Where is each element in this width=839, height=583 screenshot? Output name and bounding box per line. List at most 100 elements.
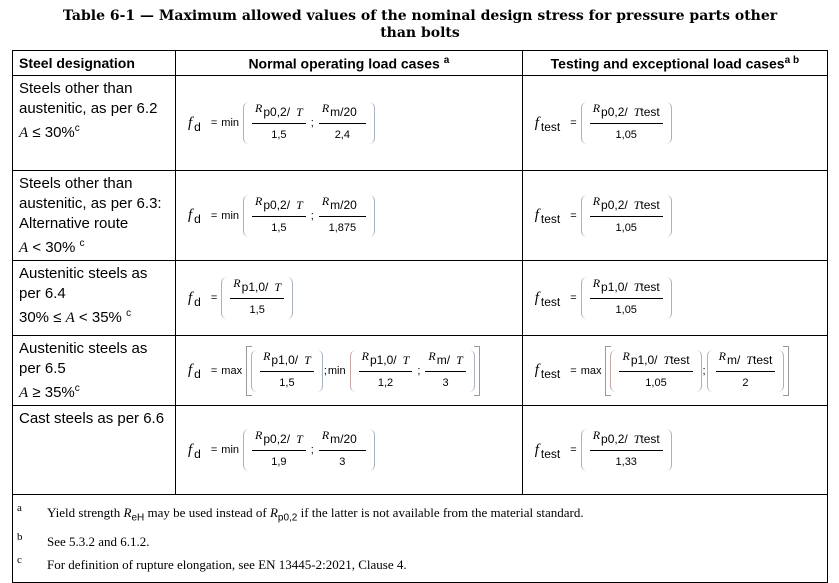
symbol-r: R: [255, 193, 263, 208]
subscript: p1,0/: [601, 280, 628, 294]
symbol-t: T: [663, 352, 671, 367]
equals-sign: =: [570, 209, 577, 222]
symbol-r: R: [123, 505, 132, 520]
symbol-f: f: [534, 362, 539, 378]
subscript: m/20: [330, 197, 357, 212]
formula-lhs: f test: [535, 115, 561, 134]
condition-prefix: 30% ≤: [19, 309, 66, 326]
subscript-test: test: [640, 280, 660, 294]
symbol-r: R: [255, 101, 263, 115]
denominator: 1,5: [249, 304, 265, 316]
header-normal-load: Normal operating load cases a: [175, 50, 523, 76]
separator: ;: [417, 364, 421, 377]
designation-line: Steels other than austenitic, as per 6.3…: [19, 175, 162, 212]
design-stress-table: Steel designation Normal operating load …: [12, 50, 829, 583]
symbol-a: A: [19, 125, 29, 141]
symbol-r: R: [428, 348, 436, 363]
subscript: test: [540, 294, 561, 309]
symbol-r: R: [592, 193, 601, 208]
footnote-ref: c: [74, 123, 80, 134]
symbol-t: T: [296, 432, 303, 446]
equals-sign: =: [210, 364, 218, 377]
symbol-f: f: [188, 114, 193, 131]
text: See 5.3.2 and 6.1.2.: [47, 533, 150, 549]
table-row: Steels other than austenitic, as per 6.2…: [12, 75, 829, 171]
denominator: 1,2: [377, 376, 394, 389]
symbol-t: T: [296, 105, 303, 119]
subscript-test: test: [640, 432, 660, 446]
subscript: p0,2/: [263, 432, 291, 446]
symbol-r: R: [321, 193, 330, 208]
subscript: p1,0/: [630, 352, 658, 367]
symbol-r: R: [263, 348, 271, 363]
symbol-f: f: [534, 289, 539, 306]
designation-line: Austenitic steels as per 6.4: [19, 265, 148, 302]
footnote-key: b: [17, 530, 23, 543]
subscript: p1,0/: [241, 280, 269, 294]
symbol-f: f: [188, 207, 193, 223]
formula-lhs: f test: [534, 362, 561, 381]
symbol-t: T: [274, 280, 282, 294]
subscript: m/: [436, 352, 451, 367]
separator: ;: [323, 364, 327, 377]
subscript: p0,2/: [601, 432, 628, 446]
equals-sign: =: [570, 364, 577, 377]
formula-lhs: f test: [535, 442, 561, 461]
header-steel-designation: Steel designation: [12, 50, 176, 76]
subscript-test: test: [670, 352, 690, 367]
symbol-r: R: [255, 428, 263, 442]
steel-designation-cell: Austenitic steels as per 6.4 30% ≤ A < 35…: [12, 260, 176, 336]
subscript: test: [540, 212, 561, 226]
footnote-text: For definition of rupture elongation, se…: [47, 553, 407, 576]
formula-lhs: f test: [534, 207, 561, 226]
table-row: Austenitic steels as per 6.4 30% ≤ A < 35…: [12, 260, 829, 336]
subscript: test: [540, 119, 561, 134]
symbol-r: R: [321, 101, 330, 115]
symbol-f: f: [534, 207, 539, 223]
footnote-text: See 5.3.2 and 6.1.2.: [47, 530, 150, 553]
steel-designation-cell: Austenitic steels as per 6.5 A ≥ 35%c: [12, 335, 176, 406]
denominator: 1,05: [645, 376, 667, 389]
subscript-test: test: [752, 352, 773, 367]
designation-line: Alternative route: [19, 215, 129, 232]
symbol-f: f: [188, 441, 193, 458]
subscript-test: test: [640, 197, 660, 212]
equals-sign: =: [210, 209, 218, 222]
table-row: Steels other than austenitic, as per 6.3…: [12, 170, 829, 261]
footnote-b: b See 5.3.2 and 6.1.2.: [17, 530, 823, 553]
